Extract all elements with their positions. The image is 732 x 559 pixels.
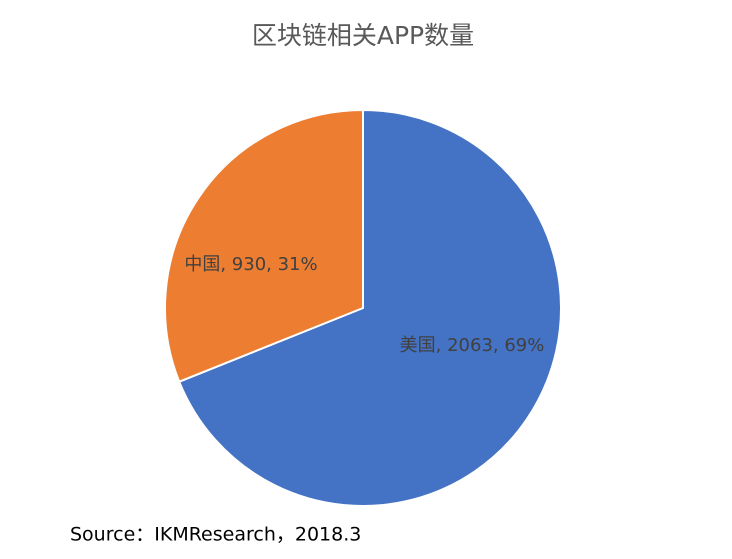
source: Source：IKMResearch，2018.3 <box>70 524 361 546</box>
pie-slice <box>177 108 562 507</box>
data-label: 中国, 930, 31% <box>184 254 317 275</box>
pie-slice <box>164 108 364 384</box>
chart-title: 区块链相关APP数量 <box>252 21 474 50</box>
data-label: 美国, 2063, 69% <box>400 335 545 356</box>
